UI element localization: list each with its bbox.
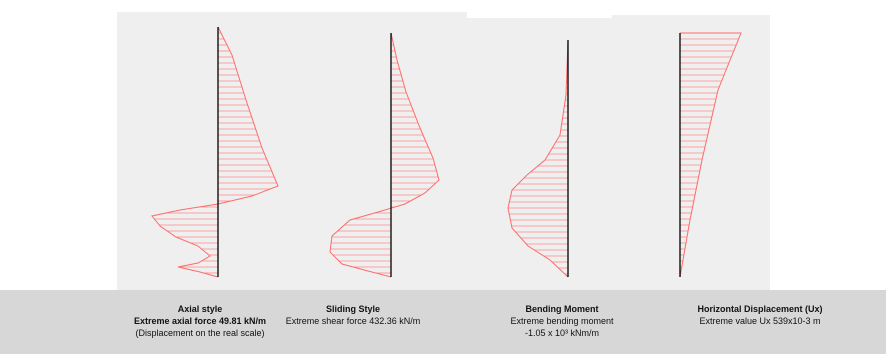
caption-line1: Extreme bending moment: [510, 316, 614, 326]
sliding-diagram: [329, 32, 440, 278]
caption-displacement: Horizontal Displacement (Ux) Extreme val…: [660, 303, 860, 327]
diagram-panel-displacement: [612, 15, 770, 290]
caption-sliding: Sliding Style Extreme shear force 432.36…: [253, 303, 453, 327]
diagram-panel-bending: [467, 18, 612, 290]
caption-line2: (Displacement on the real scale): [135, 328, 265, 338]
displacement-diagram: [679, 32, 742, 278]
displacement-hatch: [680, 38, 739, 274]
caption-bar: [0, 290, 886, 354]
caption-line1: Extreme shear force 432.36 kN/m: [285, 316, 421, 326]
caption-axial: Axial style Extreme axial force 49.81 kN…: [100, 303, 300, 339]
caption-line1: Extreme value Ux 539x10-3 m: [699, 316, 821, 326]
sliding-hatch: [330, 38, 439, 274]
caption-line1: Extreme axial force 49.81 kN/m: [133, 316, 267, 326]
bending-diagram: [507, 39, 569, 278]
displacement-outline: [679, 32, 742, 278]
axial-outline: [151, 26, 279, 278]
diagram-panel-sliding: [292, 12, 467, 290]
sliding-outline: [329, 32, 440, 278]
caption-bending: Bending Moment Extreme bending moment -1…: [462, 303, 662, 339]
caption-title: Bending Moment: [525, 304, 599, 314]
caption-title: Axial style: [177, 304, 223, 314]
caption-line2: -1.05 x 10³ kNm/m: [524, 328, 600, 338]
bending-outline: [507, 39, 569, 278]
axial-diagram: [151, 26, 279, 278]
caption-title: Sliding Style: [325, 304, 380, 314]
bending-hatch: [508, 45, 568, 275]
force-diagrams: [151, 26, 742, 278]
caption-title: Horizontal Displacement (Ux): [697, 304, 823, 314]
axial-hatch: [154, 32, 277, 274]
